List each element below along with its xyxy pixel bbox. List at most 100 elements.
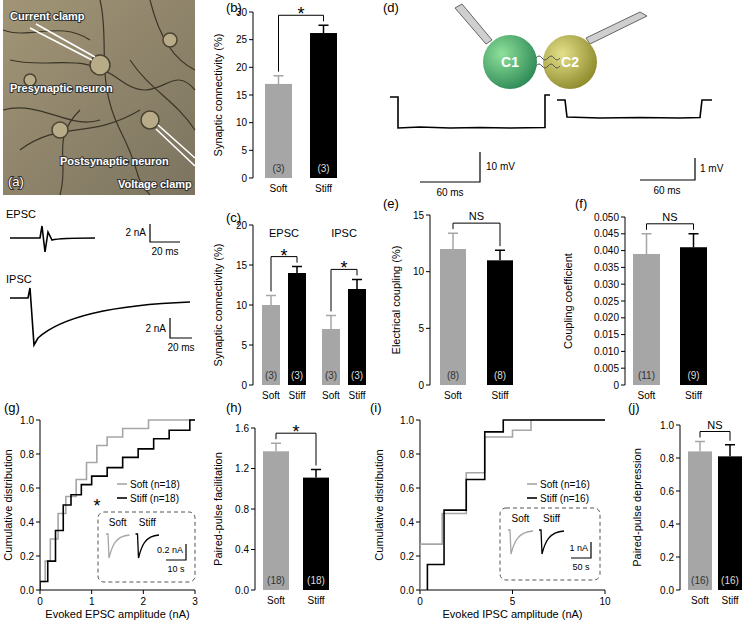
y-tick-label: 0.0 [235,585,249,596]
y-tick-label: 15 [236,90,248,101]
y-tick-label: 0.8 [400,449,414,460]
y-tick [621,250,625,251]
y-tick [621,301,625,302]
y-tick-label: 5 [241,340,247,351]
significance: NS [662,211,677,223]
y-tick [36,420,40,421]
n-label: (3) [291,370,303,381]
y-tick [251,549,255,550]
n-label: (3) [351,370,363,381]
x-tick [195,590,196,594]
y-axis-label: Synaptic connectivity (%) [212,34,224,157]
y-tick-label: 0.6 [400,483,414,494]
error-bar [311,470,321,478]
cdf-line [40,420,195,590]
scale-label: 1 nA [569,543,588,553]
error-bar [274,76,284,84]
legend-swatch [527,497,537,499]
legend-label: Soft (n=18) [130,479,180,490]
scale-label: 20 ms [151,246,178,257]
y-tick-label: 0 [241,380,247,391]
inset-label: Stiff [139,517,156,528]
panel-label: (j) [628,400,640,415]
y-tick-label: 0.025 [594,296,619,307]
inset-frame [500,508,600,580]
y-axis-label: Cumulative distribution [373,449,385,560]
scale-label: 60 ms [653,185,680,196]
y-tick-label: 0.030 [594,279,619,290]
plot-area [420,420,605,590]
significance: NS [707,419,722,431]
annotation: Voltage clamp [118,178,192,190]
y-tick [249,305,253,306]
cdf-line [40,420,195,590]
error-bar [266,295,276,305]
y-tick [426,328,430,329]
trace [10,288,190,345]
y-tick [251,468,255,469]
x-tick-label: Stiff [685,390,702,401]
y-tick [676,557,680,558]
panel-label: (h) [226,400,242,415]
neurite [20,110,140,150]
y-tick-label: 0.015 [594,329,619,340]
y-tick-label: 0.0 [20,585,34,596]
scale-label: 1 mV [700,163,724,174]
x-axis-label: Evoked EPSC amplitude (nA) [45,608,189,620]
bar [322,329,340,385]
group-label: EPSC [269,227,299,239]
scale-bar [420,152,480,182]
x-tick [605,590,606,594]
y-tick [249,122,253,123]
bar [688,451,712,590]
y-tick-label: 20 [236,62,248,73]
y-tick-label: 10 [236,117,248,128]
x-tick-label: Soft [691,595,709,606]
n-label: (3) [265,370,277,381]
inset-trace [539,530,564,554]
cell [543,35,597,89]
y-axis-label: Coupling coefficient [562,253,574,349]
n-label: (8) [447,370,459,381]
x-tick-label: 3 [192,596,198,607]
error-bar [352,279,362,289]
legend-swatch [117,497,127,499]
x-tick-label: 1 [89,596,95,607]
y-axis-label: Paired-pulse facilitation [212,452,224,566]
neurite [3,30,90,40]
y-tick [416,590,420,591]
x-tick-label: Soft [444,390,462,401]
n-label: (3) [317,163,329,174]
error-bar [689,234,699,247]
bar [303,478,329,590]
bar [265,84,292,178]
inset-label: Soft [512,513,530,524]
soma [52,122,68,138]
bar [262,305,280,385]
x-tick-label: Soft [267,595,285,606]
bar [310,33,337,178]
y-tick-label: 10 [236,300,248,311]
scale-bar [640,158,695,180]
y-axis [430,215,431,385]
legend-label: Stiff (n=18) [130,493,179,504]
n-label: (9) [687,370,699,381]
cdf-line [420,420,605,590]
y-tick [36,556,40,557]
y-tick [676,524,680,525]
y-tick [251,428,255,429]
y-tick-label: 20 [236,220,248,231]
x-tick-label: Stiff [288,390,305,401]
bar [633,254,660,385]
y-tick-label: 0.6 [20,483,34,494]
scale-bar [150,224,180,242]
y-tick [426,271,430,272]
y-tick-label: 0.4 [660,519,674,530]
neurite [3,108,100,122]
x-tick [420,590,421,594]
y-axis-label: Paired-pulse depression [631,448,643,567]
n-label: (3) [272,163,284,174]
error-bar [271,443,281,451]
bar [718,456,742,590]
y-tick [249,385,253,386]
